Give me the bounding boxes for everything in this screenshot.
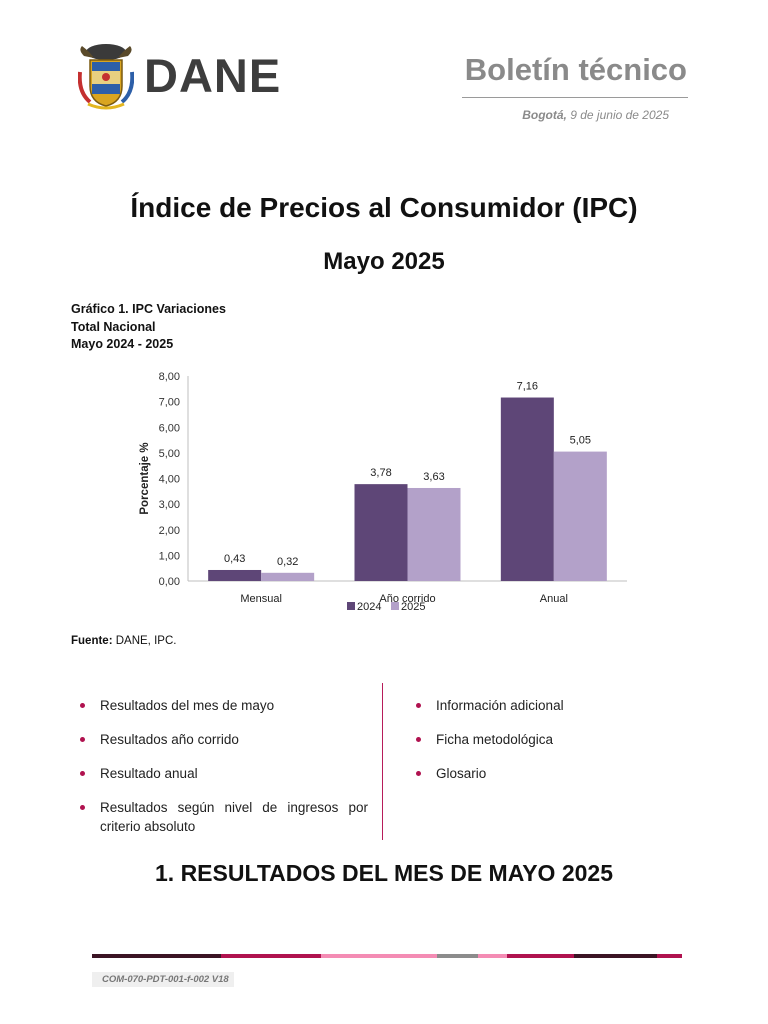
- header-divider: [462, 97, 688, 98]
- source-text: DANE, IPC.: [115, 635, 177, 647]
- contents-item[interactable]: Ficha metodológica: [413, 730, 713, 749]
- x-tick-label: Mensual: [240, 593, 282, 605]
- date-text: 9 de junio de 2025: [570, 108, 669, 122]
- bar: [553, 451, 607, 581]
- y-tick-label: 7,00: [159, 397, 180, 409]
- section-heading: 1. RESULTADOS DEL MES DE MAYO 2025: [155, 860, 613, 886]
- contents-list-left: Resultados del mes de mayo Resultados añ…: [77, 696, 368, 851]
- bar-value-label: 7,16: [517, 381, 538, 393]
- chart-caption: Gráfico 1. IPC Variaciones Total Naciona…: [71, 301, 226, 354]
- logo-wordmark: DANE: [144, 49, 282, 102]
- chart-source: Fuente: DANE, IPC.: [71, 635, 176, 647]
- footer-bar-segment: [436, 954, 479, 958]
- ipc-bar-chart: 0,00 1,00 2,00 3,00 4,00 5,00 6,00 7,00 8,00 Porc…: [139, 371, 627, 613]
- publication-date: Bogotá, 9 de junio de 2025: [522, 108, 669, 122]
- bullet-icon: [416, 703, 421, 708]
- bullet-icon: [80, 805, 85, 810]
- contents-item-label: Información adicional: [436, 698, 564, 713]
- bar-value-label: 0,32: [277, 556, 298, 568]
- y-tick-label: 1,00: [159, 550, 180, 562]
- contents-item[interactable]: Resultados año corrido: [77, 730, 368, 749]
- bar-value-label: 0,43: [224, 553, 245, 565]
- footer-bar-segment: [507, 954, 574, 958]
- y-tick-label: 0,00: [159, 576, 180, 588]
- coat-of-arms-logo: [77, 42, 135, 110]
- bar-value-label: 3,78: [370, 467, 391, 479]
- y-tick-label: 3,00: [159, 499, 180, 511]
- bar: [208, 569, 262, 581]
- legend-swatch: [391, 602, 399, 610]
- column-divider: [382, 683, 383, 840]
- bullet-icon: [80, 737, 85, 742]
- bar: [407, 487, 461, 581]
- contents-list-right: Información adicional Ficha metodológica…: [413, 696, 713, 798]
- y-tick-label: 8,00: [159, 371, 180, 383]
- contents-item-label: Glosario: [436, 766, 487, 781]
- document-type: Boletín técnico: [464, 52, 687, 87]
- chart-caption-line: Total Nacional: [71, 319, 156, 334]
- contents-item-label: Resultados del mes de mayo: [100, 698, 275, 713]
- document-code: COM-070-PDT-001-f-002 V18: [92, 972, 234, 987]
- bar: [500, 397, 554, 581]
- y-tick-label: 2,00: [159, 525, 180, 537]
- page-subtitle: Mayo 2025: [323, 248, 445, 275]
- contents-item[interactable]: Resultados del mes de mayo: [77, 696, 368, 715]
- footer-bar-segment: [657, 954, 682, 958]
- bar: [354, 484, 408, 581]
- footer-bar-segment: [220, 954, 321, 958]
- footer-color-bar: [92, 954, 682, 958]
- contents-item-label: Resultados año corrido: [100, 732, 239, 747]
- bullet-icon: [80, 771, 85, 776]
- footer-bar-segment: [478, 954, 508, 958]
- legend-label: 2024: [357, 601, 381, 613]
- footer-bar-segment: [353, 954, 437, 958]
- y-tick-label: 4,00: [159, 474, 180, 486]
- contents-item-label: Ficha metodológica: [436, 732, 554, 747]
- bar: [261, 572, 315, 581]
- contents-item[interactable]: Resultado anual: [77, 764, 368, 783]
- y-tick-label: 6,00: [159, 422, 180, 434]
- source-label: Fuente:: [71, 635, 113, 647]
- bar-value-label: 3,63: [423, 471, 444, 483]
- bullet-icon: [80, 703, 85, 708]
- y-axis-label: Porcentaje %: [139, 442, 151, 514]
- footer-bar-segment: [92, 954, 221, 958]
- page-title: Índice de Precios al Consumidor (IPC): [130, 192, 638, 223]
- x-tick-label: Anual: [540, 593, 568, 605]
- contents-item[interactable]: Resultados según nivel de ingresos por c…: [77, 798, 368, 836]
- contents-item[interactable]: Información adicional: [413, 696, 713, 715]
- bullet-icon: [416, 737, 421, 742]
- contents-item-label: Resultados según nivel de ingresos por c…: [100, 800, 368, 834]
- chart-caption-line: Mayo 2024 - 2025: [71, 337, 174, 351]
- legend-label: 2025: [401, 601, 425, 613]
- legend-swatch: [347, 602, 355, 610]
- contents-item-label: Resultado anual: [100, 766, 198, 781]
- bullet-icon: [416, 771, 421, 776]
- chart-caption-line: Gráfico 1. IPC Variaciones: [71, 302, 226, 316]
- footer-bar-segment: [320, 954, 354, 958]
- y-tick-label: 5,00: [159, 448, 180, 460]
- contents-item[interactable]: Glosario: [413, 764, 713, 783]
- date-city: Bogotá,: [522, 108, 567, 122]
- bar-value-label: 5,05: [570, 435, 591, 447]
- footer-bar-segment: [573, 954, 658, 958]
